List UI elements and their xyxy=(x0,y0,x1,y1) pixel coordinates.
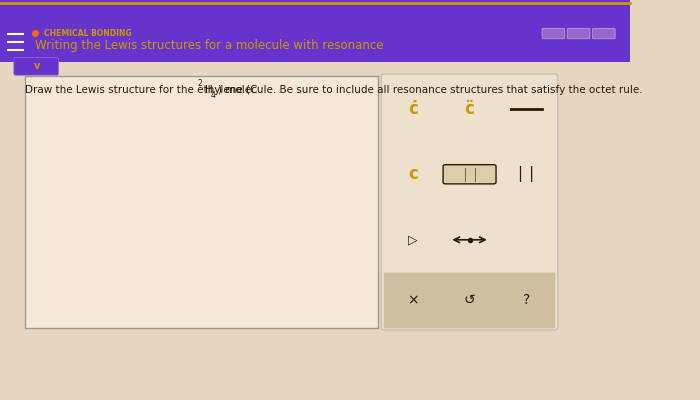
Text: CHEMICAL BONDING: CHEMICAL BONDING xyxy=(44,29,132,38)
Text: Draw the Lewis structure for the ethylene (C: Draw the Lewis structure for the ethylen… xyxy=(25,85,258,95)
FancyBboxPatch shape xyxy=(14,58,59,75)
Text: 4: 4 xyxy=(211,92,216,100)
Text: ?: ? xyxy=(523,293,530,307)
FancyBboxPatch shape xyxy=(382,74,558,330)
Text: v: v xyxy=(34,62,40,72)
Text: ċ: ċ xyxy=(408,100,418,118)
FancyBboxPatch shape xyxy=(567,28,590,39)
Text: Writing the Lewis structures for a molecule with resonance: Writing the Lewis structures for a molec… xyxy=(35,40,383,52)
Text: ↺: ↺ xyxy=(463,293,475,307)
Text: ×: × xyxy=(407,293,419,307)
FancyBboxPatch shape xyxy=(384,272,555,328)
Text: ) molecule. Be sure to include all resonance structures that satisfy the octet r: ) molecule. Be sure to include all reson… xyxy=(218,85,643,95)
Text: ▷: ▷ xyxy=(408,233,418,246)
Text: c̈: c̈ xyxy=(465,100,475,118)
FancyBboxPatch shape xyxy=(0,0,630,62)
FancyBboxPatch shape xyxy=(443,165,496,184)
FancyBboxPatch shape xyxy=(592,28,615,39)
Text: 2: 2 xyxy=(197,80,202,88)
Text: c: c xyxy=(408,165,418,183)
Text: H: H xyxy=(205,85,213,95)
Bar xyxy=(25,76,378,328)
FancyBboxPatch shape xyxy=(542,28,565,39)
Text: |  |: | | xyxy=(518,166,534,182)
